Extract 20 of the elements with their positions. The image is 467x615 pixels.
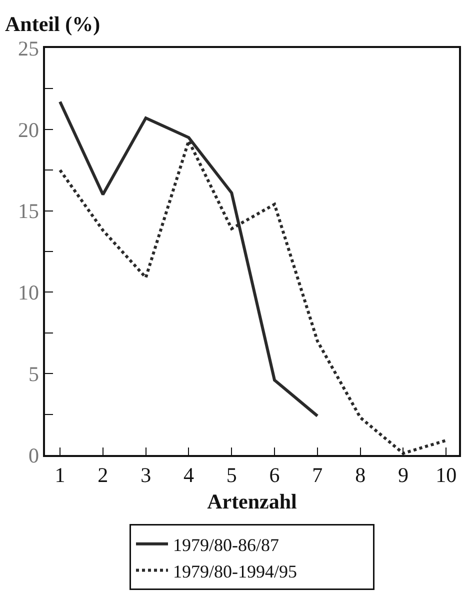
x-tick-label: 2 (98, 462, 108, 487)
x-tick-label: 3 (140, 462, 152, 487)
x-axis-title: Artenzahl (207, 490, 298, 514)
y-tick-label: 0 (28, 443, 40, 468)
x-tick-label: 7 (312, 462, 323, 487)
y-tick-label: 15 (18, 199, 40, 224)
x-tick-label: 10 (436, 462, 457, 487)
x-tick-label: 8 (355, 462, 366, 487)
x-tick-label: 1 (54, 462, 66, 487)
x-tick-label: 9 (398, 462, 408, 487)
legend-label: 1979/80-86/87 (173, 534, 279, 555)
x-tick-label: 5 (226, 462, 237, 487)
legend-label: 1979/80-1994/95 (173, 561, 297, 582)
y-tick-label: 10 (18, 280, 40, 305)
y-tick-label: 25 (18, 36, 40, 60)
y-axis-title: Anteil (%) (5, 12, 100, 36)
x-tick-label: 6 (269, 462, 280, 487)
y-tick-label: 5 (28, 362, 40, 386)
y-tick-label: 20 (18, 118, 40, 142)
x-tick-label: 4 (183, 462, 194, 487)
